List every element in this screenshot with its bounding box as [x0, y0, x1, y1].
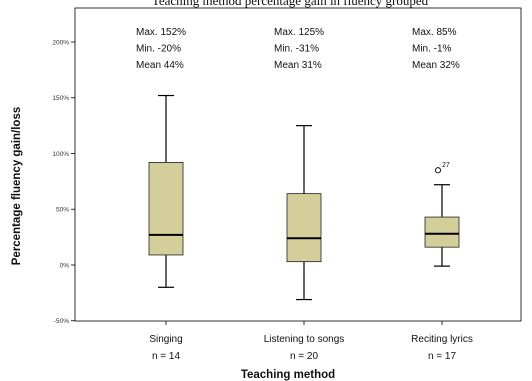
outlier-label: 27: [442, 162, 450, 169]
x-category-count: n = 14: [152, 351, 181, 362]
figure-title: Teaching method percentage gain in fluen…: [151, 0, 429, 8]
x-category-label: Reciting lyrics: [411, 334, 473, 345]
x-category-label: Singing: [149, 334, 182, 345]
iqr-box: [148, 162, 184, 256]
iqr-box: [286, 193, 322, 263]
y-tick-label: -50%: [54, 318, 69, 325]
x-axis-categories: Singing n = 14 Listening to songs n = 20 Rec…: [149, 321, 473, 362]
box-series: Max. 152% Min. -20% Mean 44% Max. 125% Min. …: [136, 27, 460, 301]
x-category-label: Listening to songs: [264, 334, 345, 345]
y-tick-label: 200%: [52, 39, 69, 46]
outlier-point: [434, 167, 442, 174]
stat-annotation: Max. 125%: [274, 27, 324, 38]
stat-annotation: Min. -20%: [136, 44, 181, 55]
y-tick-label: 50%: [56, 207, 69, 214]
y-tick-label: 0%: [60, 262, 70, 269]
stat-annotation: Mean 44%: [136, 60, 184, 71]
stat-annotation: Max. 152%: [136, 27, 186, 38]
box-group-3: 27 Max. 85% Min. -1% Mean 32%: [412, 27, 460, 267]
iqr-box: [424, 216, 460, 248]
stat-annotation: Max. 85%: [412, 27, 457, 38]
y-axis-ticks: 200% 150% 100% 50% 0% -50%: [52, 39, 75, 325]
x-axis-title: Teaching method: [241, 369, 335, 381]
box-group-1: Max. 152% Min. -20% Mean 44%: [136, 27, 186, 288]
x-category-count: n = 17: [428, 351, 457, 362]
box-group-2: Max. 125% Min. -31% Mean 31%: [274, 27, 324, 301]
x-category-count: n = 20: [290, 351, 319, 362]
stat-annotation: Mean 32%: [412, 60, 460, 71]
y-axis-title: Percentage fluency gain/loss: [11, 107, 23, 266]
stat-annotation: Min. -1%: [412, 44, 452, 55]
stat-annotation: Min. -31%: [274, 44, 319, 55]
plot-area-frame: [74, 7, 522, 322]
y-tick-label: 150%: [52, 95, 69, 102]
stat-annotation: Mean 31%: [274, 60, 322, 71]
y-tick-label: 100%: [52, 151, 69, 158]
